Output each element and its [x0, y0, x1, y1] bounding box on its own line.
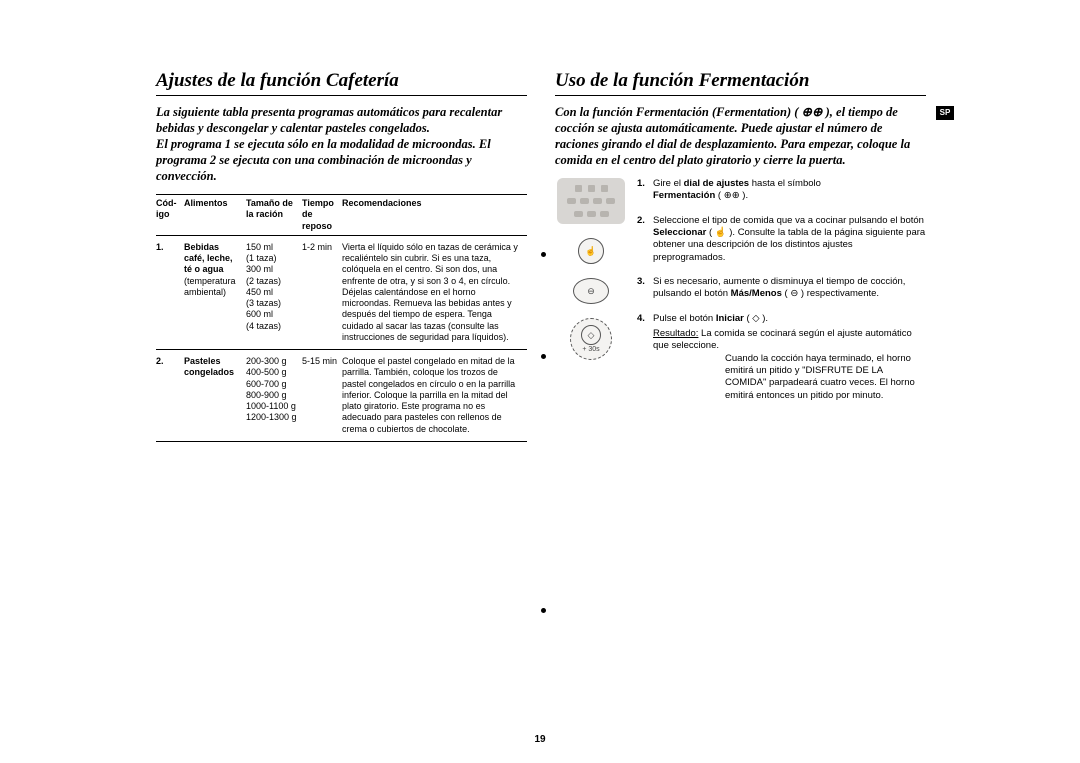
t: Seleccionar: [653, 227, 706, 238]
t: ( ⊖ ) respectivamente.: [782, 288, 879, 299]
t: Seleccione el tipo de comida que va a co…: [653, 215, 924, 226]
step-number: 1.: [637, 178, 653, 203]
size-line: (1 taza): [246, 253, 277, 263]
size-line: 1200-1300 g: [246, 412, 297, 422]
page-number: 19: [0, 734, 1080, 745]
t: dial de ajustes: [684, 178, 749, 189]
step-item: 2. Seleccione el tipo de comida que va a…: [637, 215, 926, 264]
row-code: 2.: [156, 356, 164, 366]
size-line: 450 ml: [246, 287, 273, 297]
size-line: 150 ml: [246, 242, 273, 252]
size-line: 200-300 g: [246, 356, 287, 366]
row-code: 1.: [156, 242, 164, 252]
size-line: (3 tazas): [246, 298, 281, 308]
size-line: 1000-1100 g: [246, 401, 296, 411]
step-item: 3. Si es necesario, aumente o disminuya …: [637, 276, 926, 301]
t: hasta el símbolo: [749, 178, 821, 189]
food-bold: Bebidas café, leche, té o agua: [184, 242, 233, 275]
right-column: SP Uso de la función Fermentación Con la…: [555, 70, 926, 680]
size-line: (4 tazas): [246, 321, 281, 331]
step-number: 3.: [637, 276, 653, 301]
result-detail: Cuando la cocción haya terminado, el hor…: [653, 353, 926, 402]
start-dial-icon: ◇ + 30s: [570, 318, 612, 360]
row-rec: Vierta el líquido sólo en tazas de cerám…: [342, 235, 527, 349]
table-row: 2. Pasteles congelados 200-300 g 400-500…: [156, 350, 527, 442]
control-icons-column: ☝ ⊖ ◇ + 30s: [555, 178, 627, 414]
intro-line: El programa 1 se ejecuta sólo en la moda…: [156, 137, 491, 183]
size-line: 300 ml: [246, 264, 273, 274]
row-sizes: 200-300 g 400-500 g 600-700 g 800-900 g …: [246, 350, 302, 442]
food-bold: Pasteles congelados: [184, 356, 234, 377]
th-code: Cód-igo: [156, 195, 184, 236]
step-body: Pulse el botón Iniciar ( ◇ ). Resultado:…: [653, 313, 926, 402]
t: Más/Menos: [731, 288, 782, 299]
size-line: 400-500 g: [246, 367, 287, 377]
step-item: 4. Pulse el botón Iniciar ( ◇ ). Resulta…: [637, 313, 926, 402]
more-less-button-icon: ⊖: [573, 278, 609, 304]
step-body: Si es necesario, aumente o disminuya el …: [653, 276, 926, 301]
food-plain: (temperatura ambiental): [184, 276, 236, 297]
result-block: Resultado: La comida se cocinará según e…: [653, 328, 926, 402]
t: Iniciar: [716, 313, 744, 324]
size-line: 800-900 g: [246, 390, 287, 400]
row-time: 1-2 min: [302, 235, 342, 349]
size-line: 600-700 g: [246, 379, 287, 389]
row-food: Bebidas café, leche, té o agua (temperat…: [184, 235, 246, 349]
row-rec: Coloque el pastel congelado en mitad de …: [342, 350, 527, 442]
step-item: 1. Gire el dial de ajustes hasta el símb…: [637, 178, 926, 203]
dial-label: + 30s: [582, 346, 599, 353]
row-food: Pasteles congelados: [184, 350, 246, 442]
step-body: Seleccione el tipo de comida que va a co…: [653, 215, 926, 264]
steps-list: 1. Gire el dial de ajustes hasta el símb…: [637, 178, 926, 414]
row-sizes: 150 ml (1 taza) 300 ml (2 tazas) 450 ml …: [246, 235, 302, 349]
right-title: Uso de la función Fermentación: [555, 70, 926, 96]
size-line: (2 tazas): [246, 276, 281, 286]
intro-line: La siguiente tabla presenta programas au…: [156, 105, 502, 135]
th-time: Tiempo de reposo: [302, 195, 342, 236]
t: ( ⊕⊕ ).: [715, 190, 748, 201]
t: Fermentación: [653, 190, 715, 201]
cafeteria-table: Cód-igo Alimentos Tamaño de la ración Ti…: [156, 194, 527, 442]
step-number: 4.: [637, 313, 653, 402]
t: Gire el: [653, 178, 684, 189]
left-title: Ajustes de la función Cafetería: [156, 70, 527, 96]
size-line: 600 ml: [246, 309, 273, 319]
t: Pulse el botón: [653, 313, 716, 324]
fermentation-body: ☝ ⊖ ◇ + 30s 1. Gire el dial de ajustes h…: [555, 178, 926, 414]
step-body: Gire el dial de ajustes hasta el símbolo…: [653, 178, 926, 203]
th-rec: Recomendaciones: [342, 195, 527, 236]
t: ( ◇ ).: [744, 313, 768, 324]
result-label: Resultado:: [653, 328, 698, 339]
select-button-icon: ☝: [578, 238, 604, 264]
left-column: Ajustes de la función Cafetería La sigui…: [156, 70, 527, 680]
right-intro: Con la función Fermentación (Fermentatio…: [555, 104, 926, 168]
left-intro: La siguiente tabla presenta programas au…: [156, 104, 527, 184]
table-row: 1. Bebidas café, leche, té o agua (tempe…: [156, 235, 527, 349]
language-badge: SP: [936, 106, 954, 120]
control-panel-icon: [557, 178, 625, 224]
th-food: Alimentos: [184, 195, 246, 236]
step-number: 2.: [637, 215, 653, 264]
th-size: Tamaño de la ración: [246, 195, 302, 236]
row-time: 5-15 min: [302, 350, 342, 442]
